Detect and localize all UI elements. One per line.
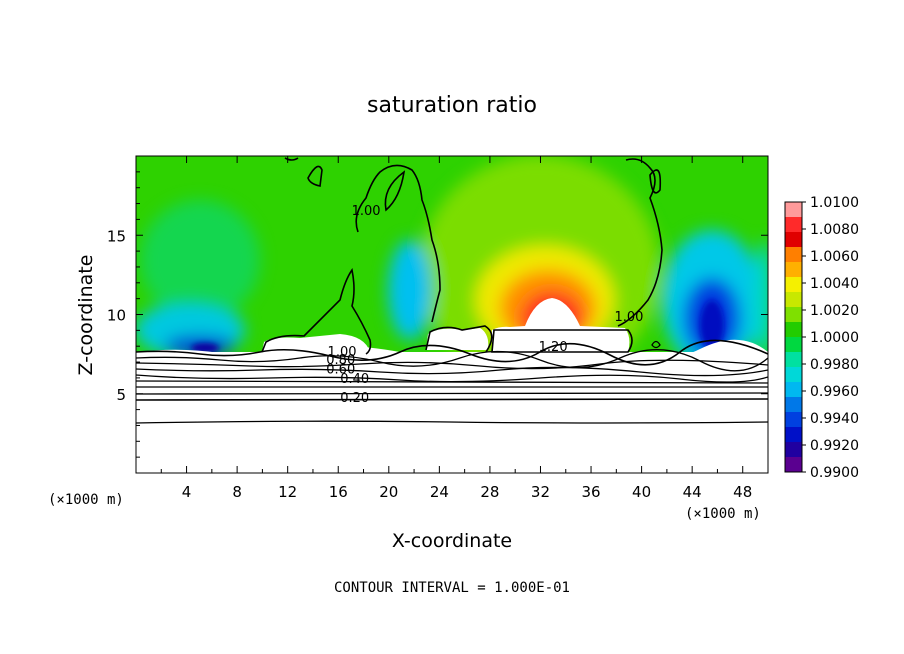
field-cyan-mid xyxy=(388,240,432,340)
field-cyan-right-edge xyxy=(754,240,768,360)
contour-label: 1.00 xyxy=(614,310,643,325)
contour-1.00-left-cloud xyxy=(261,268,372,355)
x-tick-label: 48 xyxy=(733,483,752,501)
contour-label: 0.60 xyxy=(326,362,355,377)
x-axis-label: X-coordinate xyxy=(392,530,512,552)
contour-label: 0.20 xyxy=(340,391,369,406)
x-tick-label: 40 xyxy=(632,483,651,501)
colorbar-tick-label: 0.9980 xyxy=(810,357,859,373)
cloud-base-fringe xyxy=(136,339,768,361)
colorbar-labels: 1.0100 1.0080 1.0060 1.0040 1.0020 1.0000 0.99… xyxy=(802,195,859,481)
colorbar-swatch xyxy=(785,367,802,383)
cloud-middle xyxy=(426,328,489,350)
y-tick-label: 15 xyxy=(107,227,126,245)
y-tick-label: 5 xyxy=(116,386,126,404)
x-tick-label: 4 xyxy=(182,483,192,501)
colorbar-swatch xyxy=(785,322,802,338)
colorbar-tick-label: 1.0060 xyxy=(810,249,859,265)
contour-1.00-cloud-base xyxy=(136,339,768,366)
x-tick-label: 36 xyxy=(581,483,600,501)
subcloud-layer xyxy=(136,352,768,473)
heatmap-field xyxy=(136,156,768,473)
colorbar-tick-label: 0.9960 xyxy=(810,384,859,400)
y-tick-label: 10 xyxy=(107,307,126,325)
contour-labels: 1.001.001.201.000.800.600.400.20 xyxy=(326,204,643,406)
colorbar-swatch xyxy=(785,247,802,263)
colorbar-tick-label: 1.0020 xyxy=(810,303,859,319)
x-tick-label: 44 xyxy=(683,483,702,501)
y-axis-ticks: 5 10 15 xyxy=(107,171,768,458)
contour-0.30 xyxy=(136,392,768,395)
contour-1.00-right-patch xyxy=(649,169,662,194)
contour-0.50 xyxy=(136,380,768,384)
x-unit-right: (×1000 m) xyxy=(685,506,761,522)
colorbar-swatch xyxy=(785,457,802,473)
x-tick-label: 24 xyxy=(430,483,449,501)
contour-label: 0.40 xyxy=(340,372,369,387)
colorbar-swatch xyxy=(785,217,802,233)
colorbar-tick-label: 1.0080 xyxy=(810,222,859,238)
contour-interval-note: CONTOUR INTERVAL = 1.000E-01 xyxy=(334,580,570,596)
chart-title: saturation ratio xyxy=(367,93,537,118)
contour-1.00-plume-left xyxy=(284,157,441,323)
colorbar-swatch xyxy=(785,337,802,353)
colorbar-swatch xyxy=(785,397,802,413)
x-tick-label: 32 xyxy=(531,483,550,501)
x-tick-label: 16 xyxy=(329,483,348,501)
x-tick-label: 8 xyxy=(232,483,242,501)
x-axis-ticks: 4 8 12 16 20 24 28 32 36 40 44 48 xyxy=(160,156,752,501)
colorbar-swatch xyxy=(785,292,802,308)
colorbar-tick-label: 1.0000 xyxy=(810,330,859,346)
colorbar-swatch xyxy=(785,262,802,278)
colorbar-swatch xyxy=(785,427,802,443)
contour-label: 1.00 xyxy=(328,345,357,360)
contour-1.00-right xyxy=(617,158,663,327)
contour-1.20 xyxy=(491,329,633,353)
y-axis-label: Z-coordinate xyxy=(75,255,97,376)
colorbar-tick-label: 1.0100 xyxy=(810,195,859,211)
x-tick-label: 28 xyxy=(480,483,499,501)
contour-1.00-small-ring xyxy=(651,340,661,349)
colorbar-tick-label: 0.9940 xyxy=(810,411,859,427)
colorbar-tick-label: 0.9900 xyxy=(810,465,859,481)
field-deep-blue-right xyxy=(700,300,724,350)
contour-0.90 xyxy=(136,349,768,372)
contour-1.00-patch-b xyxy=(384,170,406,212)
colorbar-swatch xyxy=(785,232,802,248)
colorbar-swatch xyxy=(785,382,802,398)
contour-label: 0.80 xyxy=(326,353,355,368)
colorbar-swatch xyxy=(785,352,802,368)
colorbar-swatch xyxy=(785,307,802,323)
contour-1.00-mid-cloud xyxy=(425,325,493,353)
colorbar-swatch xyxy=(785,202,802,218)
field-deep-blue-left xyxy=(191,343,219,353)
contour-0.70 xyxy=(136,366,768,377)
colorbar-swatch xyxy=(785,412,802,428)
contour-label: 1.00 xyxy=(352,204,381,219)
colorbar xyxy=(785,202,802,473)
contour-lines xyxy=(136,157,768,424)
x-unit-left: (×1000 m) xyxy=(48,492,124,508)
colorbar-tick-label: 1.0040 xyxy=(810,276,859,292)
field-cyan-left-upper xyxy=(140,200,260,320)
contour-0.80 xyxy=(136,359,768,370)
contour-0.20 xyxy=(136,398,768,401)
colorbar-tick-label: 0.9920 xyxy=(810,438,859,454)
contour-0.10 xyxy=(136,420,768,424)
contour-1.00-patch-a xyxy=(307,165,323,187)
contour-label: 1.20 xyxy=(539,340,568,355)
colorbar-swatch xyxy=(785,277,802,293)
x-tick-label: 12 xyxy=(278,483,297,501)
x-tick-label: 20 xyxy=(379,483,398,501)
colorbar-swatch xyxy=(785,442,802,458)
cloud-core xyxy=(492,298,630,352)
